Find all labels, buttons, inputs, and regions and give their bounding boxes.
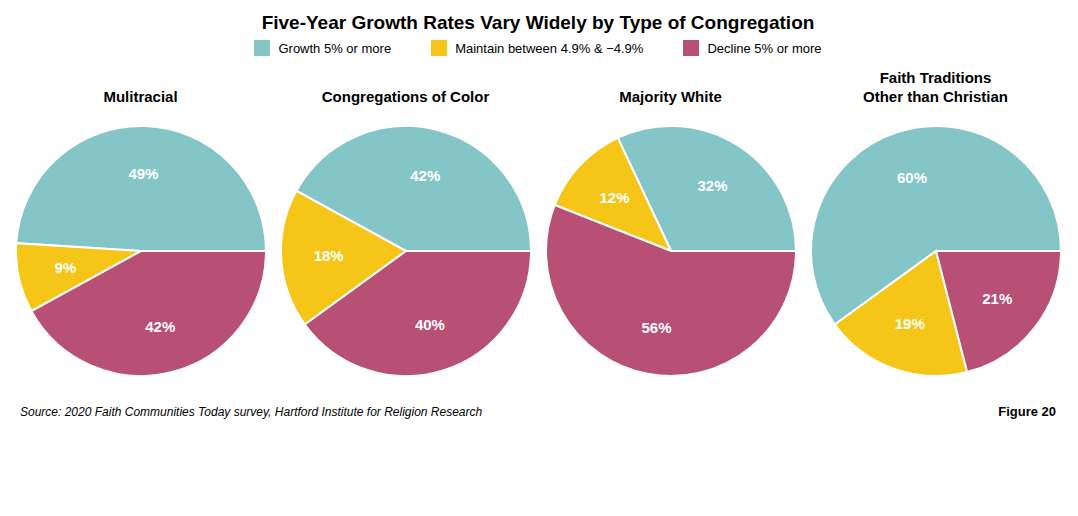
- svg-text:60%: 60%: [897, 169, 927, 186]
- html-text:Majority White: Majority White: [619, 88, 722, 105]
- svg-text:18%: 18%: [313, 247, 343, 264]
- html-text:Figure 20: Figure 20: [998, 404, 1056, 419]
- html-text:Faith Traditions: Faith Traditions: [879, 69, 992, 86]
- html-text:Maintain between 4.9% & −4.9%: Maintain between 4.9% & −4.9%: [455, 40, 644, 56]
- svg-text:32%: 32%: [697, 177, 727, 194]
- html-text:Source: 2020 Faith Communities: Source: 2020 Faith Communities Today sur…: [20, 405, 483, 419]
- svg-text:9%: 9%: [54, 259, 76, 276]
- svg-text:56%: 56%: [641, 319, 671, 336]
- html-text:Other than Christian: Other than Christian: [863, 88, 1008, 105]
- html-text:Five-Year Growth Rates Vary Wi: Five-Year Growth Rates Vary Widely by Ty…: [261, 12, 815, 33]
- svg-text:42%: 42%: [145, 318, 175, 335]
- html-text:Mulitracial: Mulitracial: [103, 88, 178, 105]
- svg-text:21%: 21%: [982, 290, 1012, 307]
- svg-text:42%: 42%: [410, 167, 440, 184]
- svg-text:12%: 12%: [599, 189, 629, 206]
- svg-text:49%: 49%: [128, 165, 158, 182]
- svg-text:40%: 40%: [414, 316, 444, 333]
- html-text:Decline 5% or more: Decline 5% or more: [707, 40, 822, 56]
- html-text:Growth 5% or more: Growth 5% or more: [278, 40, 392, 56]
- svg-text:19%: 19%: [894, 315, 924, 332]
- html-text:Congregations of Color: Congregations of Color: [321, 88, 490, 105]
